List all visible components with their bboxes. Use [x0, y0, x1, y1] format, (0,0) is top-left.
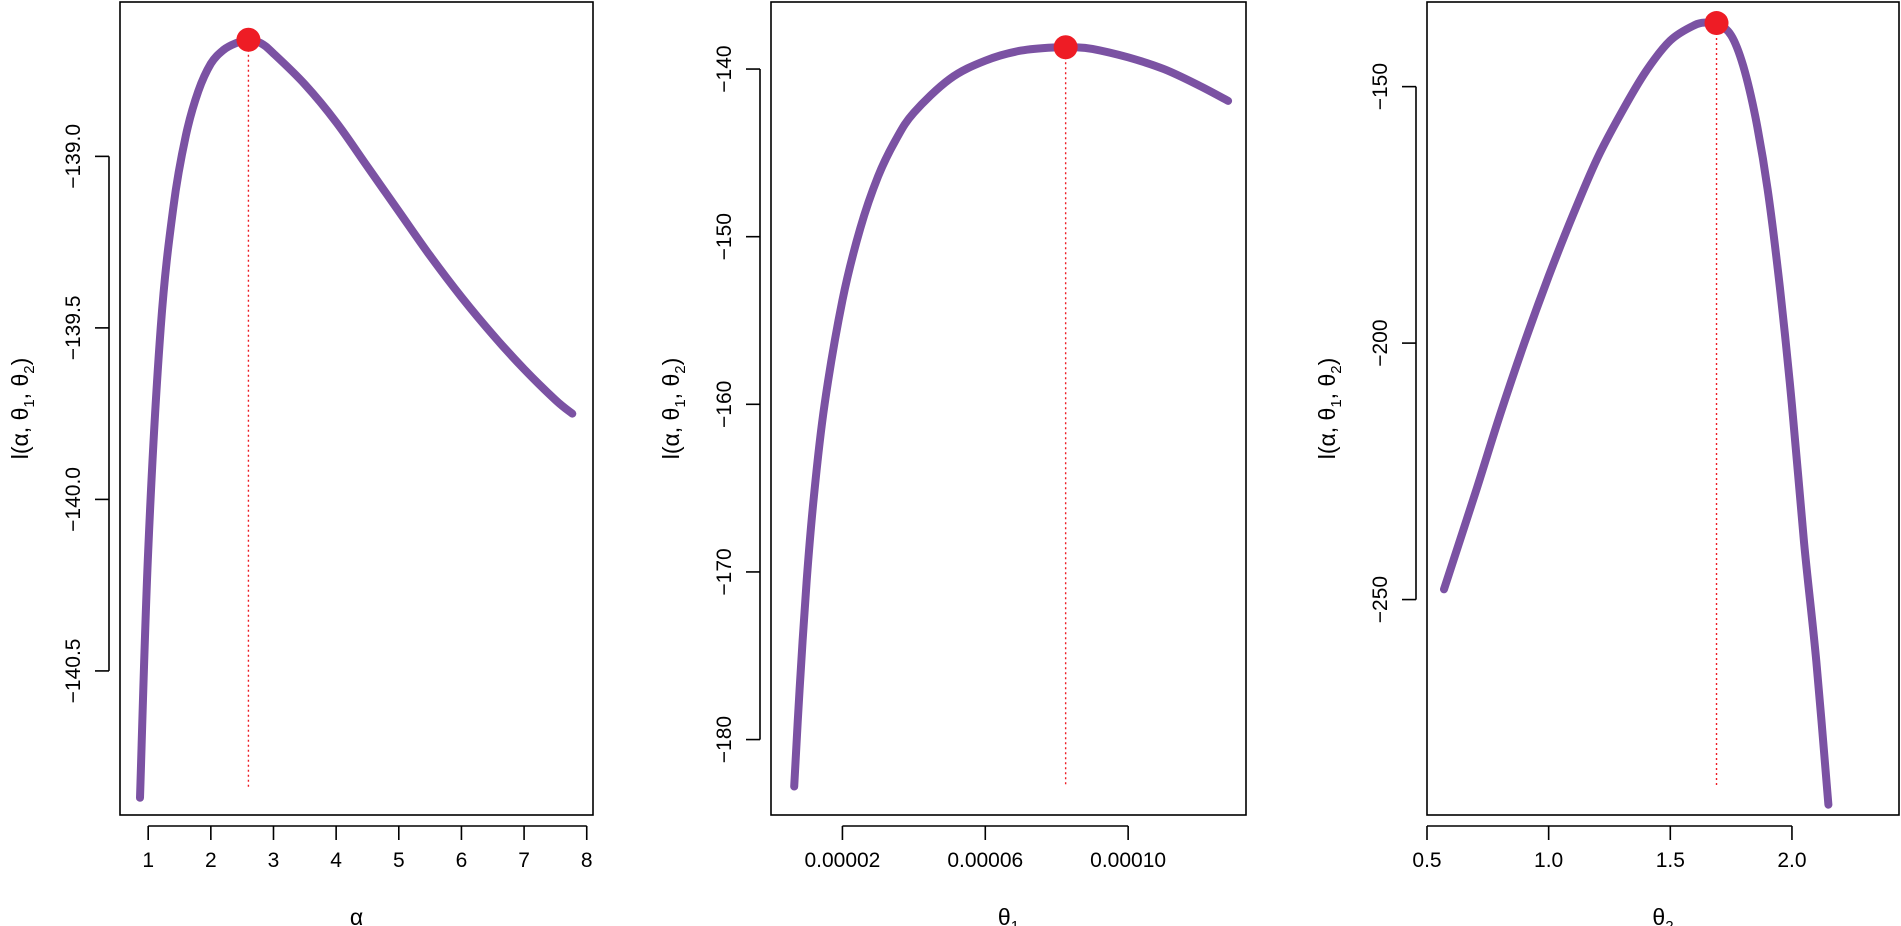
y-tick-label: −200 [1369, 319, 1392, 366]
x-tick-label: 4 [330, 849, 342, 872]
x-tick-label: 5 [393, 849, 405, 872]
y-tick-label: −139.0 [62, 124, 85, 189]
max-point-theta1 [1053, 35, 1078, 60]
x-tick-label: 7 [518, 849, 530, 872]
likelihood-curve-theta1 [790, 42, 1233, 791]
y-tick-label: −180 [713, 716, 736, 763]
x-tick-label: 0.5 [1412, 849, 1441, 872]
panel-theta1: 0.00002 0.00006 0.00010 −180 −170 −160 −150 −14… [658, 1, 1247, 926]
plot-frame-theta2 [1426, 1, 1900, 816]
y-tick-label: −150 [1369, 63, 1392, 110]
plot-frame-theta1 [770, 1, 1247, 816]
y-axis-title-alpha: l(α, θ1, θ2) [7, 358, 38, 460]
likelihood-curve-alpha [136, 35, 577, 802]
x-tick-label: 0.00006 [947, 849, 1023, 872]
panel-theta2: 0.5 1.0 1.5 2.0 −250 −200 −150 θ2 l(α, θ1, θ2) [1314, 1, 1900, 926]
x-tick-label: 8 [581, 849, 593, 872]
y-tick-label: −160 [713, 381, 736, 428]
x-tick-label: 1.5 [1656, 849, 1685, 872]
likelihood-curve-theta2 [1440, 17, 1833, 809]
x-tick-label: 0.00010 [1090, 849, 1166, 872]
y-tick-label: −140.5 [62, 639, 85, 704]
y-tick-label: −150 [713, 213, 736, 260]
y-axis-title-theta1: l(α, θ1, θ2) [658, 358, 689, 460]
y-tick-label: −170 [713, 548, 736, 595]
x-tick-label: 2.0 [1777, 849, 1806, 872]
x-tick-label: 0.00002 [804, 849, 880, 872]
x-axis-title-theta2: θ2 [1652, 904, 1673, 926]
x-axis-title-alpha: α [350, 904, 363, 926]
x-tick-label: 1 [142, 849, 154, 872]
panel-alpha: 1 2 3 4 5 6 7 8 −140.5 −140.0 −139.5 −139.0 α l(α, θ1… [7, 1, 594, 926]
y-tick-label: −140.0 [62, 467, 85, 532]
y-axis-title-theta2: l(α, θ1, θ2) [1314, 358, 1345, 460]
max-point-theta2 [1704, 11, 1729, 36]
x-tick-label: 6 [456, 849, 468, 872]
x-tick-label: 3 [268, 849, 280, 872]
x-tick-label: 1.0 [1534, 849, 1563, 872]
y-tick-label: −140 [713, 45, 736, 92]
max-point-alpha [236, 27, 261, 52]
y-tick-label: −139.5 [62, 295, 85, 360]
y-tick-label: −250 [1369, 576, 1392, 623]
plot-frame-alpha [119, 1, 594, 816]
x-axis-title-theta1: θ1 [998, 904, 1019, 926]
x-tick-label: 2 [205, 849, 217, 872]
